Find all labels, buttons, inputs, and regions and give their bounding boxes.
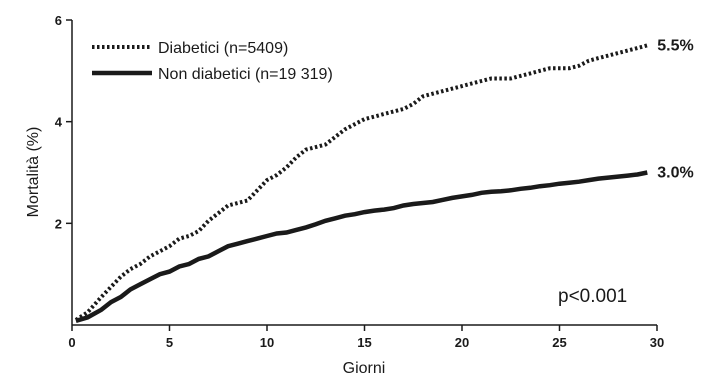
p-value-annotation: p<0.001: [558, 286, 627, 307]
y-axis-title: Mortalità (%): [25, 127, 42, 218]
y-tick-label: 2: [55, 216, 62, 231]
y-ticks: 2 4 6: [55, 13, 72, 231]
series-line-non-diabetici: [75, 170, 648, 324]
x-tick-label: 30: [650, 335, 664, 350]
legend-label-non-diabetici: Non diabetici (n=19 319): [158, 66, 333, 83]
x-tick-label: 5: [166, 335, 173, 350]
end-label-non-diabetici: 3.0%: [657, 165, 693, 182]
legend-label-diabetici: Diabetici (n=5409): [158, 40, 288, 57]
x-tick-label: 20: [455, 335, 469, 350]
legend: Diabetici (n=5409) Non diabetici (n=19 3…: [92, 40, 333, 83]
x-tick-label: 25: [552, 335, 566, 350]
x-axis-title: Giorni: [343, 360, 386, 377]
x-tick-label: 15: [357, 335, 371, 350]
y-tick-label: 4: [55, 115, 63, 130]
x-ticks: 0 5 10 15 20 25 30: [68, 325, 664, 350]
x-tick-label: 0: [68, 335, 75, 350]
end-label-diabetici: 5.5%: [657, 37, 693, 54]
y-tick-label: 6: [55, 13, 62, 28]
series-lines: [74, 43, 648, 324]
x-tick-label: 10: [260, 335, 274, 350]
